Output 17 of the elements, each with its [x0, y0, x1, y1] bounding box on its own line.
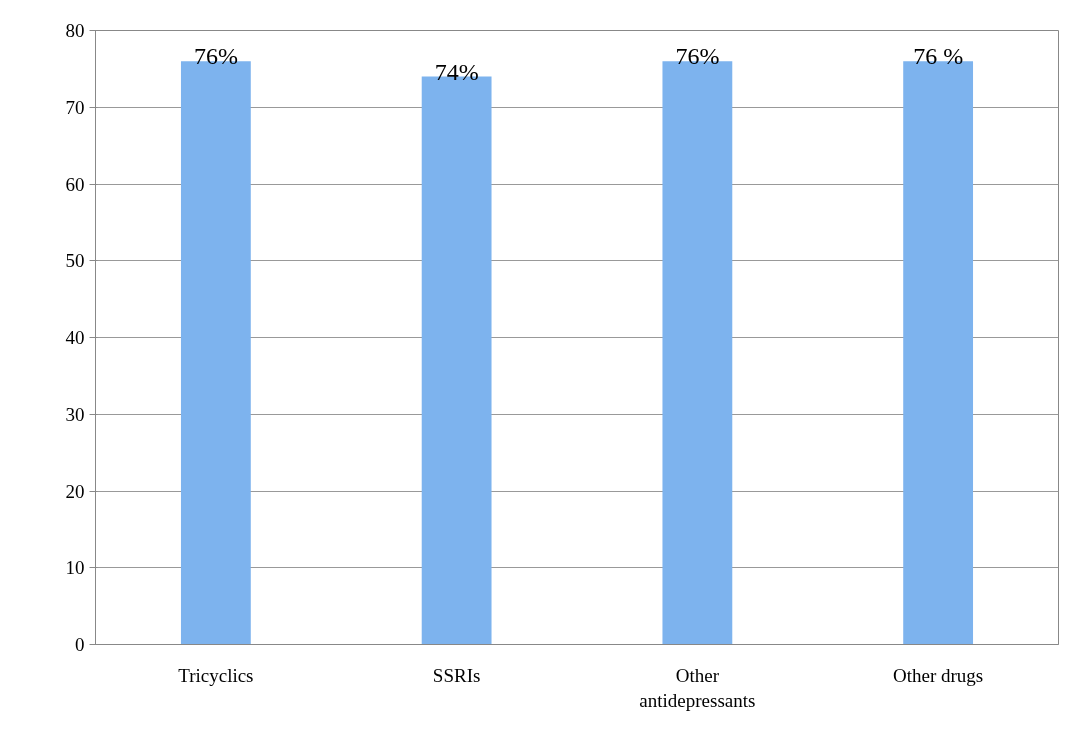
y-tick-label: 10: [65, 557, 85, 579]
x-tick-label: Tricyclics: [178, 664, 254, 686]
x-tick-label: Other antidepressants: [639, 664, 756, 711]
y-tick-label: 40: [65, 327, 85, 348]
x-tick-label: Other drugs: [893, 664, 984, 686]
data-label: 74%: [434, 58, 479, 85]
y-tick-label: 80: [65, 20, 85, 41]
y-tick-label: 20: [65, 480, 85, 502]
x-tick-label: SSRIs: [432, 664, 481, 686]
y-tick-label: 70: [65, 96, 85, 118]
y-tick-label: 50: [65, 250, 85, 272]
data-label: 76%: [193, 43, 238, 70]
data-label: 76%: [675, 43, 720, 70]
y-tick-label: 60: [65, 173, 85, 195]
data-label: 76 %: [913, 43, 964, 70]
y-tick-label: 0: [75, 634, 85, 655]
y-tick-label: 30: [65, 403, 85, 425]
